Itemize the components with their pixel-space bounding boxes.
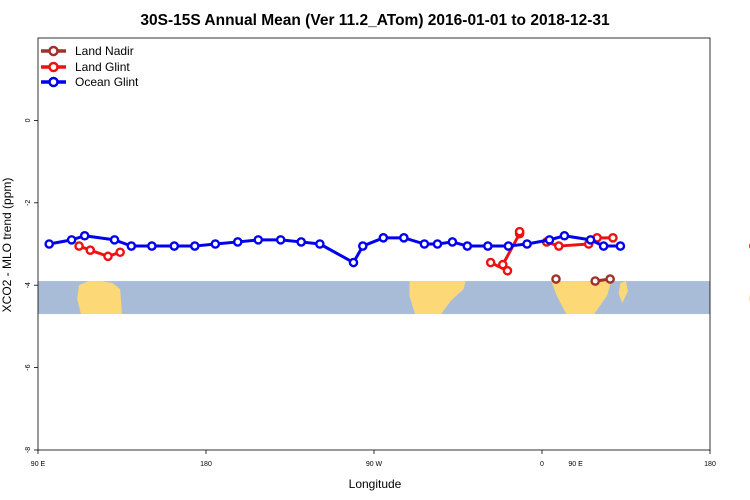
data-point (559, 230, 570, 241)
data-point (447, 237, 458, 247)
background-map-band (38, 281, 750, 315)
x-axis-label: Longitude (349, 477, 402, 491)
data-point (169, 241, 180, 251)
y-tick-label: 0 (25, 118, 32, 122)
data-point (79, 230, 90, 241)
series-line (78, 244, 121, 258)
data-point (483, 241, 493, 251)
data-point (189, 241, 200, 251)
data-point (608, 233, 618, 243)
series-land-glint (74, 226, 750, 276)
data-point (544, 235, 555, 245)
data-point (348, 257, 359, 268)
land-south-america (409, 281, 466, 315)
land-africa (551, 281, 612, 315)
data-point (253, 235, 264, 245)
series-layer (44, 226, 750, 286)
legend-entry-land-glint: Land Glint (41, 60, 130, 74)
data-point (605, 274, 615, 284)
x-axis: 90 E 180 90 W 0 90 E 180 (31, 450, 716, 468)
data-point (502, 265, 513, 276)
data-point (74, 241, 84, 251)
data-point (598, 241, 609, 251)
legend-entry-ocean-glint: Ocean Glint (41, 75, 139, 89)
x-tick-label: 180 (704, 461, 716, 468)
data-point (585, 235, 596, 245)
data-point (232, 237, 243, 247)
data-point (378, 233, 389, 243)
land-australia (77, 281, 122, 315)
data-point (85, 245, 96, 255)
data-point (210, 239, 221, 249)
legend-label-land-glint: Land Glint (75, 60, 130, 74)
legend-entry-land-nadir: Land Nadir (41, 44, 134, 58)
data-point (522, 239, 532, 249)
data-point (126, 241, 137, 251)
y-tick-label: -6 (25, 364, 32, 370)
data-point (109, 235, 120, 245)
y-tick-label: -4 (25, 282, 32, 288)
data-point (103, 251, 113, 262)
data-point (485, 257, 496, 268)
x-tick-label: 90 W (366, 461, 383, 468)
land-madagascar (618, 281, 628, 304)
data-point (419, 239, 430, 249)
data-point (462, 241, 473, 251)
y-tick-label: -8 (25, 447, 32, 453)
y-axis: 0 -2 -4 -6 -8 (25, 118, 38, 453)
x-tick-label: 90 E (31, 461, 46, 468)
data-point (115, 247, 125, 258)
data-point (66, 235, 77, 245)
legend-label-land-nadir: Land Nadir (75, 44, 134, 58)
data-point (551, 274, 561, 284)
data-point (44, 239, 55, 249)
x-tick-label: 90 E (568, 461, 583, 468)
data-point (497, 259, 508, 270)
legend: Land Nadir Land Glint Ocean Glint (41, 44, 139, 89)
data-point (514, 226, 525, 237)
data-point (399, 233, 409, 243)
x-tick-label: 0 (540, 461, 544, 468)
data-point (296, 237, 307, 247)
series-land-nadir (551, 274, 615, 286)
data-point (315, 239, 325, 249)
x-tick-label: 180 (200, 461, 212, 468)
legend-label-ocean-glint: Ocean Glint (75, 75, 139, 89)
data-point (554, 241, 564, 251)
data-point (147, 241, 157, 251)
chart-title: 30S-15S Annual Mean (Ver 11.2_ATom) 2016… (140, 12, 610, 29)
y-axis-label: XCO2 - MLO trend (ppm) (0, 178, 14, 313)
data-point (503, 241, 514, 251)
data-point (615, 241, 626, 251)
y-tick-label: -2 (25, 200, 32, 206)
data-point (275, 235, 286, 245)
plot-frame (37, 37, 711, 451)
data-point (357, 241, 368, 251)
data-point (590, 276, 601, 286)
series-ocean-glint (44, 230, 626, 268)
data-point (432, 239, 443, 249)
